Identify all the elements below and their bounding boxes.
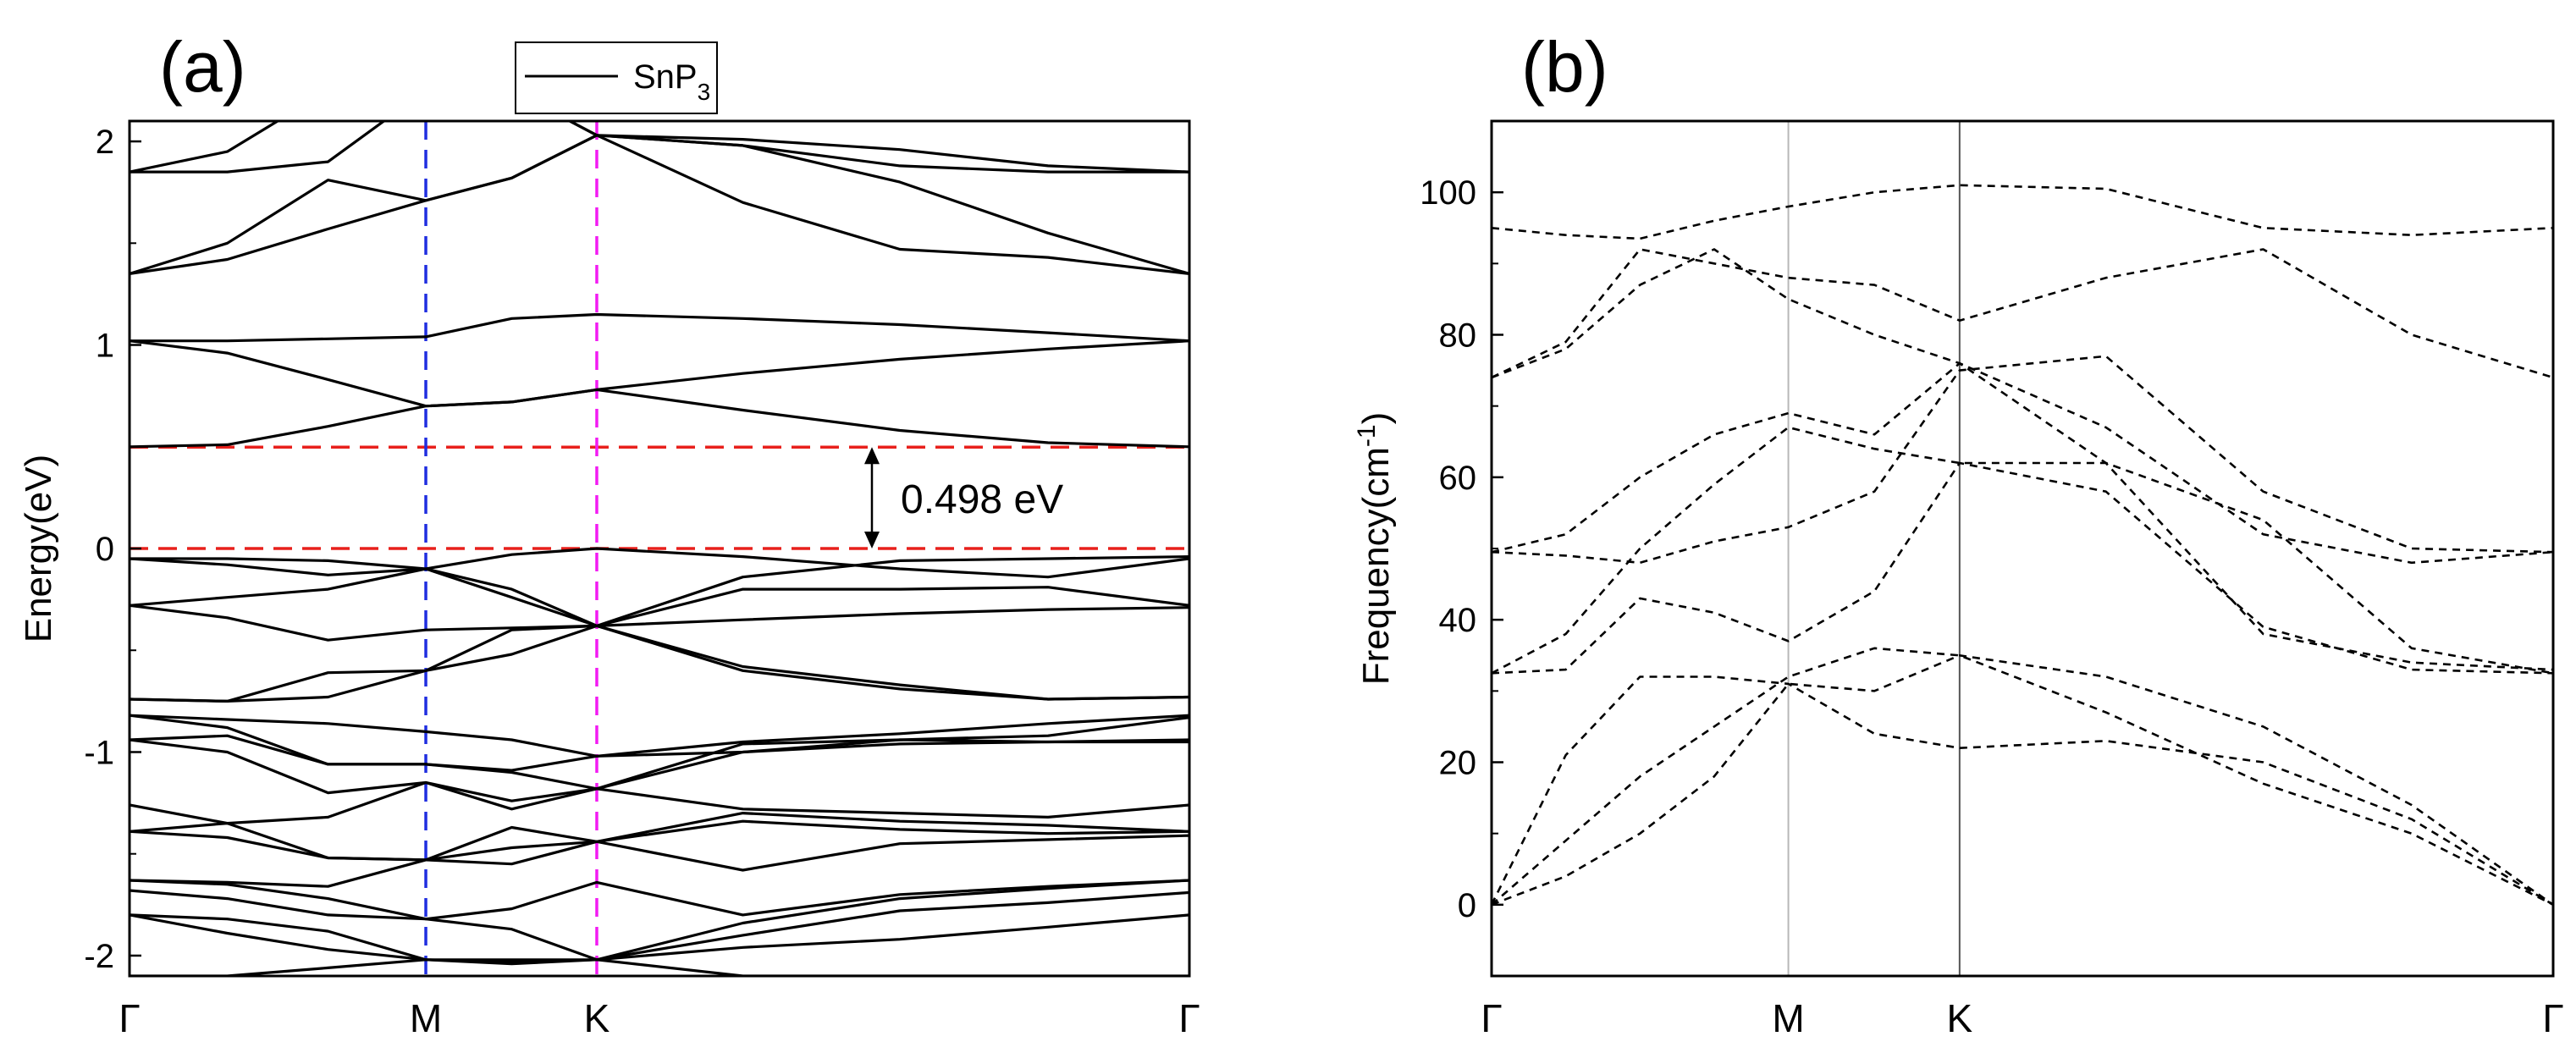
k-point-label: Γ	[1178, 996, 1200, 1040]
phonon-branch	[1492, 184, 2553, 240]
band-line	[130, 624, 1189, 703]
y-tick-label: 80	[1439, 317, 1477, 355]
phonon-panel: (b) 0 20 40 60 80 100 Γ M K Γ Frequency(cm-1)	[1353, 27, 2564, 1040]
phonon-branch	[1492, 355, 2553, 565]
band-line	[130, 890, 1189, 962]
k-point-label: Γ	[119, 996, 140, 1040]
band-line	[130, 714, 1189, 791]
phonon-branch	[1492, 248, 2553, 671]
band-line	[130, 388, 1189, 449]
legend: SnP3	[515, 41, 718, 114]
phonon-branch	[1492, 461, 2553, 675]
k-point-label: Γ	[1481, 996, 1502, 1040]
phonon-branch	[1492, 361, 2553, 565]
band-line	[130, 624, 1189, 703]
band-line	[130, 339, 1189, 408]
y-axis-a: -2 -1 0 1 2	[84, 124, 141, 975]
y-axis-b: 0 20 40 60 80 100	[1420, 174, 1503, 924]
y-tick-label: 0	[96, 531, 114, 568]
band-gap-label: 0.498 eV	[901, 477, 1063, 522]
y-tick-label: 1	[96, 328, 114, 365]
band-line	[130, 738, 1189, 811]
y-tick-label: 40	[1439, 602, 1477, 639]
band-line	[130, 780, 1189, 825]
phonon-branches	[1492, 184, 2553, 907]
band-line	[130, 134, 1189, 275]
y-tick-label: -1	[84, 734, 114, 771]
reference-lines	[130, 121, 1189, 976]
band-line	[130, 547, 1189, 579]
panel-label-a: (a)	[159, 27, 246, 107]
band-line	[130, 714, 1189, 758]
band-gap-annotation: 0.498 eV	[864, 447, 1063, 549]
k-point-label: Γ	[2542, 996, 2563, 1040]
phonon-branch	[1492, 675, 2553, 906]
band-line	[130, 734, 1189, 772]
band-line	[130, 555, 1189, 628]
band-lines	[130, 121, 1189, 976]
y-tick-label: 60	[1439, 460, 1477, 497]
legend-label: SnP3	[633, 58, 710, 105]
band-line	[130, 604, 1189, 642]
band-line	[130, 879, 1189, 962]
legend-box	[515, 41, 718, 114]
band-line	[130, 879, 1189, 921]
phonon-branch	[1492, 653, 2553, 907]
y-tick-label: 0	[1458, 887, 1476, 924]
y-tick-label: -2	[84, 938, 114, 975]
band-line	[130, 121, 1189, 275]
phonon-branch	[1492, 426, 2553, 675]
y-axis-label-a: Energy(eV)	[18, 455, 59, 643]
k-point-lines	[1787, 121, 1961, 976]
y-tick-label: 100	[1420, 174, 1476, 212]
band-line	[130, 567, 1189, 628]
k-point-label: M	[410, 996, 442, 1040]
k-point-label: K	[1947, 996, 1973, 1040]
plot-frame-b	[1490, 119, 2555, 978]
phonon-branch	[1492, 647, 2553, 906]
band-line	[130, 121, 1189, 174]
band-structure-panel: (a) -2 -1 0 1 2 Γ M K Γ Energy(eV) SnP3 0.498 e…	[18, 27, 1200, 1040]
panel-label-b: (b)	[1521, 27, 1608, 107]
k-point-label: M	[1772, 996, 1804, 1040]
y-tick-label: 20	[1439, 745, 1477, 782]
y-tick-label: 2	[96, 124, 114, 161]
band-line	[130, 913, 1189, 966]
band-line	[130, 958, 1189, 976]
band-line	[130, 834, 1189, 888]
arrow-head-bottom	[864, 532, 880, 549]
band-line	[130, 819, 1189, 866]
k-point-label: K	[584, 996, 610, 1040]
band-line	[130, 811, 1189, 862]
arrow-head-top	[864, 447, 880, 465]
y-axis-label-b: Frequency(cm-1)	[1353, 412, 1397, 686]
band-line	[130, 312, 1189, 343]
phonon-branch	[1492, 248, 2553, 379]
